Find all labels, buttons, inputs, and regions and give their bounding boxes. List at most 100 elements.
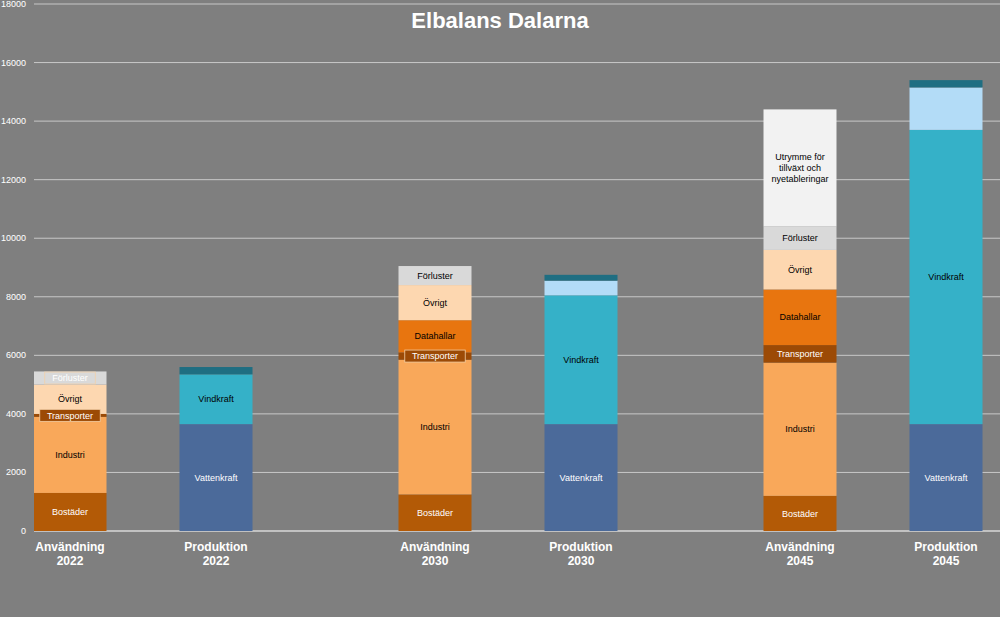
bar-segment [399, 266, 472, 285]
bar-segment [399, 285, 472, 320]
y-tick-label: 16000 [1, 58, 26, 68]
y-tick-label: 0 [21, 526, 26, 536]
segment-label-line: Övrigt [423, 298, 448, 308]
segment-label-line: Bostäder [782, 509, 818, 519]
bar-segment [399, 360, 472, 495]
x-tick-label-line: Användning [35, 540, 104, 554]
x-tick-label: Användning2030 [400, 540, 469, 568]
segment-label: Förluster [417, 271, 453, 281]
segment-label: Övrigt [788, 265, 813, 275]
grid-line [34, 355, 1000, 356]
bar-segment [180, 367, 253, 374]
bar-segment [180, 424, 253, 531]
bar-segment [764, 227, 837, 250]
grid-line [34, 238, 1000, 239]
segment-label: Vattenkraft [195, 473, 238, 483]
segment-label-line: Vindkraft [198, 394, 234, 404]
bar-segment [764, 109, 837, 110]
grid-line [34, 4, 1000, 5]
x-tick-label-line: Användning [400, 540, 469, 554]
bar-segment [34, 371, 107, 384]
segment-label: Transporter [412, 351, 458, 361]
segment-label: Bostäder [782, 509, 818, 519]
bar-segment [34, 417, 107, 493]
grid-line [34, 121, 1000, 122]
bar-segment [399, 266, 472, 267]
background [0, 0, 1000, 617]
segment-label-line: Förluster [417, 271, 453, 281]
segment-label: Utrymme förtillväxt ochnyetableringar [771, 152, 828, 184]
x-tick-label-line: 2030 [568, 554, 595, 568]
bars [34, 80, 983, 531]
x-tick-label: Produktion2030 [549, 540, 612, 568]
bar-segment [910, 424, 983, 531]
segment-label-line: tillväxt och [779, 163, 821, 173]
x-tick-label-line: 2045 [933, 554, 960, 568]
segment-label: Vindkraft [928, 272, 964, 282]
bar-segment [399, 266, 472, 267]
grid-line [34, 413, 1000, 414]
bar-segment [764, 345, 837, 363]
segment-label-line: Datahallar [414, 331, 455, 341]
x-tick-label-line: 2022 [203, 554, 230, 568]
segment-label-line: Datahallar [779, 312, 820, 322]
bar-segment [399, 494, 472, 531]
grid-line [34, 472, 1000, 473]
segment-label-line: Vindkraft [928, 272, 964, 282]
x-tick-label-line: Produktion [914, 540, 977, 554]
bar-segment [545, 424, 618, 531]
chart: 0200040006000800010000120001400016000180… [0, 0, 1000, 617]
grid-line [34, 62, 1000, 63]
bar-segment [764, 109, 837, 110]
bar-segment [910, 80, 983, 87]
segment-label-line: Transporter [412, 351, 458, 361]
segment-label: Industri [785, 424, 815, 434]
bar-segment [545, 275, 618, 281]
segment-label-line: Vattenkraft [925, 473, 968, 483]
y-tick-label: 6000 [6, 350, 26, 360]
segment-label: Vattenkraft [560, 473, 603, 483]
x-axis-line [34, 531, 1000, 532]
y-tick-label: 18000 [1, 0, 26, 9]
x-tick-label: Produktion2022 [184, 540, 247, 568]
segment-label-line: Övrigt [788, 265, 813, 275]
segment-label: Industri [55, 450, 85, 460]
segment-label-line: Industri [55, 450, 85, 460]
y-tick-label: 2000 [6, 467, 26, 477]
x-tick-label: Produktion2045 [914, 540, 977, 568]
x-tick-label: Användning2045 [765, 540, 834, 568]
segment-label: Förluster [782, 233, 818, 243]
x-tick-label-line: 2030 [422, 554, 449, 568]
segment-label: Bostäder [52, 507, 88, 517]
bar-segment [399, 266, 472, 267]
label-box [40, 409, 100, 421]
bar-segment [764, 109, 837, 110]
x-tick-label-line: Användning [765, 540, 834, 554]
segment-label: Övrigt [58, 394, 83, 404]
y-tick-label: 14000 [1, 116, 26, 126]
x-tick-label-line: Produktion [549, 540, 612, 554]
segment-label-line: Vattenkraft [195, 473, 238, 483]
bar-segment [180, 374, 253, 424]
y-tick-label: 12000 [1, 175, 26, 185]
bar-segment [545, 295, 618, 424]
segment-label-line: Förluster [782, 233, 818, 243]
segment-labels: BostäderBostäderBostäderIndustriIndustri… [40, 152, 968, 518]
segment-label: Transporter [47, 411, 93, 421]
x-tick-label-line: 2045 [787, 554, 814, 568]
x-tick-label-line: 2022 [57, 554, 84, 568]
segment-label-line: Bostäder [52, 507, 88, 517]
segment-label-line: Förluster [52, 373, 88, 383]
segment-label-line: Övrigt [58, 394, 83, 404]
bar-segment [399, 266, 472, 267]
bar-segment [764, 109, 837, 110]
segment-label-line: Industri [785, 424, 815, 434]
segment-label: Vattenkraft [925, 473, 968, 483]
y-tick-label: 4000 [6, 409, 26, 419]
segment-label-line: Vindkraft [563, 355, 599, 365]
x-tick-label: Användning2022 [35, 540, 104, 568]
grid-line [34, 531, 1000, 532]
segment-label: Industri [420, 422, 450, 432]
segment-label-line: Transporter [47, 411, 93, 421]
grid-line [34, 179, 1000, 180]
